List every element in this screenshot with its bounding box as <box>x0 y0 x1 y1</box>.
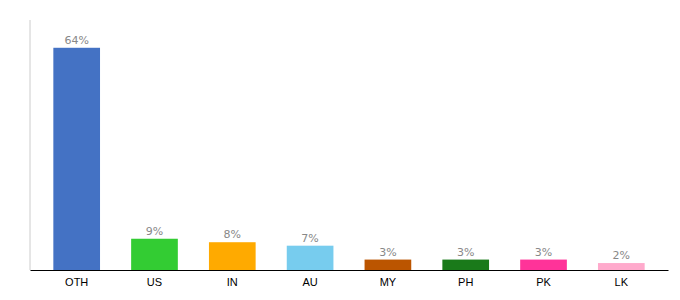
data-label: 7% <box>301 232 318 245</box>
x-axis-domain <box>31 270 669 271</box>
x-tick: PH <box>458 270 473 288</box>
plot-area: 64% 9% 8% 7% 3% 3% 3% 2% OTH US IN AU MY PH PK LK <box>30 20 669 288</box>
bar <box>442 260 489 270</box>
y-axis-line <box>30 20 31 270</box>
x-tick-label: MY <box>380 276 397 288</box>
data-label: 9% <box>146 225 163 238</box>
x-tick-label: AU <box>302 276 317 288</box>
x-tick-label: IN <box>227 276 238 288</box>
data-labels: 64% 9% 8% 7% 3% 3% 3% 2% <box>64 34 630 262</box>
x-tick: LK <box>615 270 629 288</box>
bar <box>209 242 256 270</box>
bar <box>365 260 412 270</box>
bars <box>53 48 644 270</box>
bar <box>131 239 178 270</box>
x-tick-label: OTH <box>65 276 88 288</box>
chart-container: 64% 9% 8% 7% 3% 3% 3% 2% OTH US IN AU MY PH PK LK <box>0 0 680 300</box>
x-tick: PK <box>536 270 551 288</box>
x-tick: AU <box>302 270 317 288</box>
x-tick-label: PK <box>536 276 551 288</box>
x-tick: US <box>147 270 162 288</box>
bar <box>53 48 100 270</box>
data-label: 8% <box>224 228 241 241</box>
data-label: 2% <box>613 249 630 262</box>
data-label: 3% <box>535 246 552 259</box>
x-tick: OTH <box>65 270 88 288</box>
x-tick: IN <box>227 270 238 288</box>
x-axis: OTH US IN AU MY PH PK LK <box>31 270 669 288</box>
bar <box>287 246 334 270</box>
x-tick: MY <box>380 270 397 288</box>
x-tick-label: LK <box>615 276 629 288</box>
data-label: 64% <box>64 34 88 47</box>
x-tick-label: US <box>147 276 162 288</box>
data-label: 3% <box>457 246 474 259</box>
x-tick-label: PH <box>458 276 473 288</box>
chart-svg: 64% 9% 8% 7% 3% 3% 3% 2% OTH US IN AU MY PH PK LK <box>0 0 680 300</box>
bar <box>598 263 645 270</box>
data-label: 3% <box>379 246 396 259</box>
bar <box>520 260 567 270</box>
